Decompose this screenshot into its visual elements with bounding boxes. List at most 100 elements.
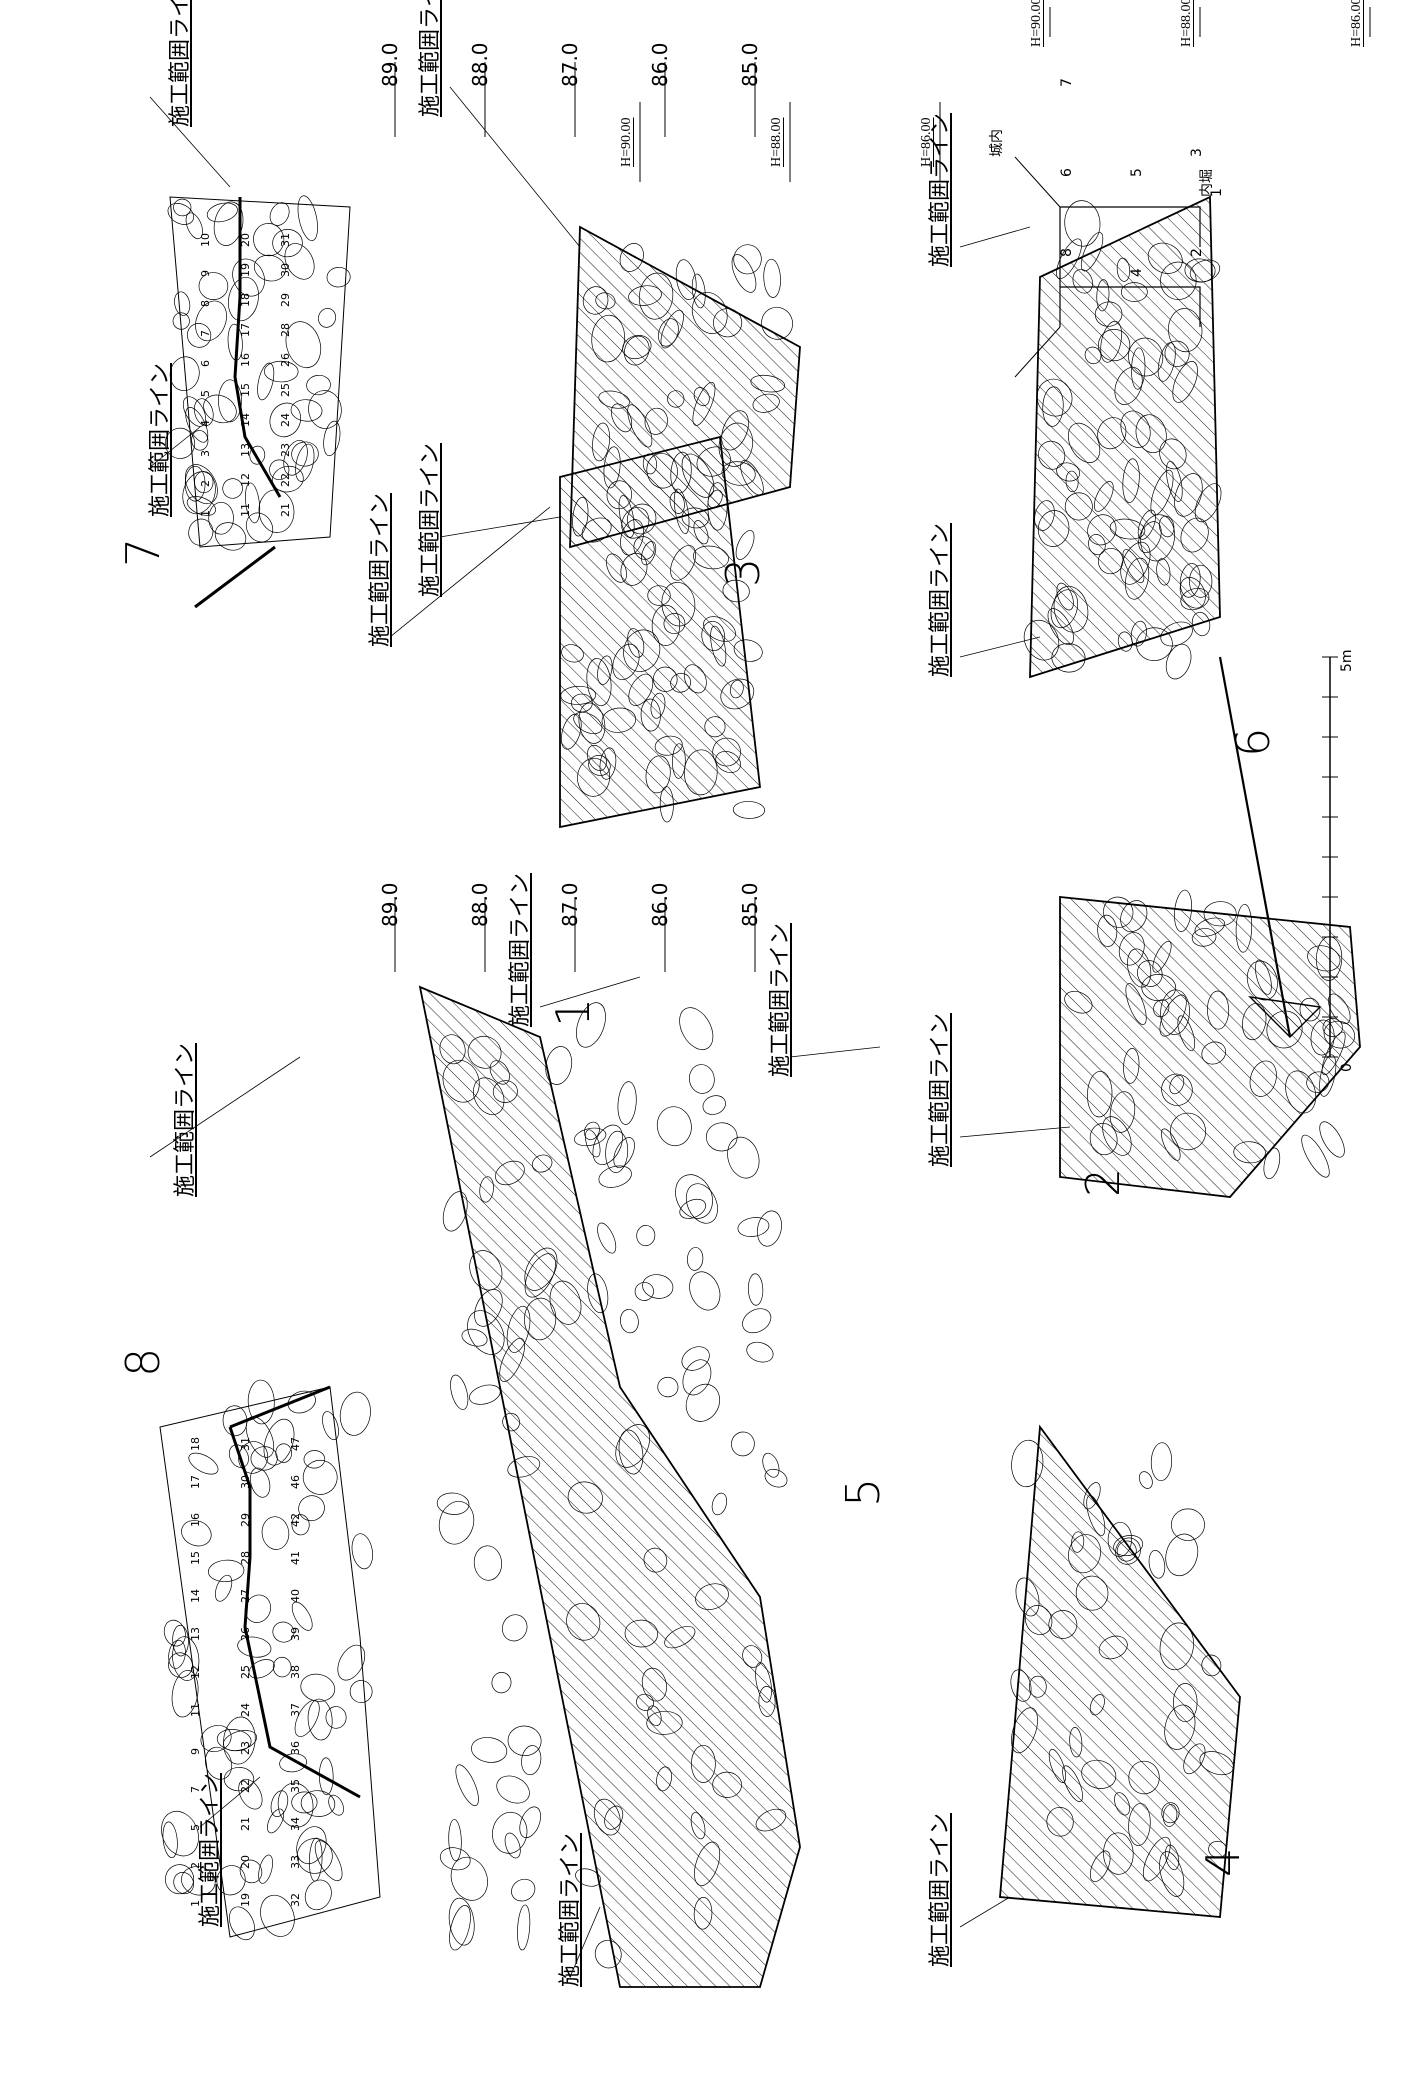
wall-5-stone <box>594 1939 622 1969</box>
stone-number: 11 <box>189 1703 202 1717</box>
wall-6-stone <box>1166 460 1183 502</box>
leader-line <box>199 1776 261 1828</box>
wall-1-stone <box>650 692 666 719</box>
wall-5-stone <box>495 1160 525 1186</box>
wall-7-stone <box>249 445 266 465</box>
wall-4-stone <box>1173 1683 1198 1723</box>
wall-5-stone <box>489 1060 510 1085</box>
wall-6-stone <box>1174 473 1203 517</box>
stone-number: 16 <box>239 353 252 367</box>
stone-number: 30 <box>279 263 292 277</box>
stone-number: 41 <box>289 1551 302 1565</box>
wall-6-stone <box>1168 308 1203 353</box>
wall-1-stone <box>571 693 593 713</box>
stone-number: 1 <box>199 510 212 517</box>
wall-3-stone <box>591 314 625 363</box>
wall-3-stone <box>628 285 662 306</box>
wall-3-stone <box>721 461 756 486</box>
wall-5-stone <box>511 1878 536 1902</box>
stone-number: 2 <box>199 480 212 487</box>
wall-3-stone <box>669 491 685 514</box>
wall-3-stone <box>681 507 709 529</box>
wall-6-stone <box>1158 515 1175 538</box>
wall-1-stone <box>712 737 741 767</box>
wall-6-stone <box>1056 582 1074 611</box>
wall-4-stone <box>1159 1622 1194 1671</box>
wall-1-stone <box>715 751 741 773</box>
wall-8-stone <box>223 1716 256 1765</box>
wall-1-stone <box>641 541 657 566</box>
stone-number: 35 <box>289 1779 302 1793</box>
wall-8-stone <box>181 1520 212 1547</box>
stone-number: 7 <box>189 1786 202 1793</box>
stone-number: 40 <box>289 1589 302 1603</box>
wall-1-stone <box>733 639 763 662</box>
wall-1-stone <box>645 755 671 794</box>
wall-3-stone <box>623 335 650 366</box>
wall-5-stone <box>597 1222 617 1254</box>
leader-line <box>389 506 551 638</box>
wall-3-stone <box>721 410 749 451</box>
wall-8-stone <box>250 1467 271 1498</box>
stone-number: 14 <box>239 413 252 427</box>
wall-7-stone <box>164 427 196 459</box>
wall-5-stone <box>615 1424 650 1468</box>
wall-4-stone <box>1128 1803 1151 1846</box>
leader-line <box>149 1056 301 1158</box>
stone-number: 9 <box>189 1748 202 1755</box>
elevation-label: 85.0 <box>738 882 762 927</box>
stone-number: 19 <box>239 1893 252 1907</box>
stone-number: 29 <box>279 293 292 307</box>
wall-1-stone <box>663 613 686 635</box>
wall-1-stone <box>710 625 727 667</box>
wall-3-stone <box>619 243 644 272</box>
key-wall-number: 1 <box>1209 188 1225 197</box>
wall-7-stone <box>214 522 247 551</box>
wall-1-stone <box>732 801 766 819</box>
wall-3-stone <box>718 422 754 467</box>
wall-7-stone <box>269 402 302 438</box>
wall-5-stone <box>641 1667 667 1702</box>
wall-7-stone <box>218 379 242 423</box>
wall-8-stone <box>307 1698 333 1741</box>
stone-number: 31 <box>239 1437 252 1451</box>
wall-5-stone <box>439 1847 471 1871</box>
stone-number: 23 <box>239 1741 252 1755</box>
wall-6-stone <box>1189 564 1213 598</box>
stone-number: 4 <box>199 420 212 427</box>
wall-4-stone <box>1208 1840 1228 1858</box>
stone-number: 28 <box>239 1551 252 1565</box>
wall-5-stone <box>695 1583 729 1610</box>
wall-5-stone <box>620 1309 639 1334</box>
stone-number: 20 <box>239 233 252 247</box>
wall-4-stone <box>1028 1675 1047 1698</box>
wall-4-number: 4 <box>1196 1847 1250 1877</box>
wall-8-stone <box>296 1826 327 1865</box>
wall-5-stone <box>587 1273 609 1314</box>
wall-5-stone <box>693 1897 713 1930</box>
wall-3-stone <box>750 374 786 393</box>
wall-5-stone <box>755 1808 787 1832</box>
wall-5-stone <box>575 1868 602 1887</box>
wall-2-stone <box>1125 983 1147 1025</box>
wall-8-stone <box>168 1652 193 1678</box>
stone-number: 29 <box>239 1513 252 1527</box>
wall-5-stone <box>711 1492 728 1516</box>
key-wall-number: 4 <box>1129 268 1145 277</box>
elevation-label: 87.0 <box>558 882 582 927</box>
wall-5-stone <box>685 1183 718 1224</box>
wall-1-stone <box>651 604 681 646</box>
wall-4-stone <box>1010 1669 1032 1702</box>
stone-number: 16 <box>189 1513 202 1527</box>
leader-line <box>149 96 231 188</box>
wall-6-stone <box>1147 242 1183 274</box>
wall-4-stone <box>1068 1534 1102 1574</box>
wall-4-stone <box>1075 1575 1109 1611</box>
wall-5-stone <box>501 1614 528 1642</box>
wall-2-stone <box>1097 914 1118 947</box>
wall-5-stone <box>634 1281 654 1301</box>
wall-5-stone <box>524 1297 557 1341</box>
wall-2-stone <box>1319 1054 1337 1097</box>
height-datum-label: H=90.00 <box>1029 0 1044 47</box>
